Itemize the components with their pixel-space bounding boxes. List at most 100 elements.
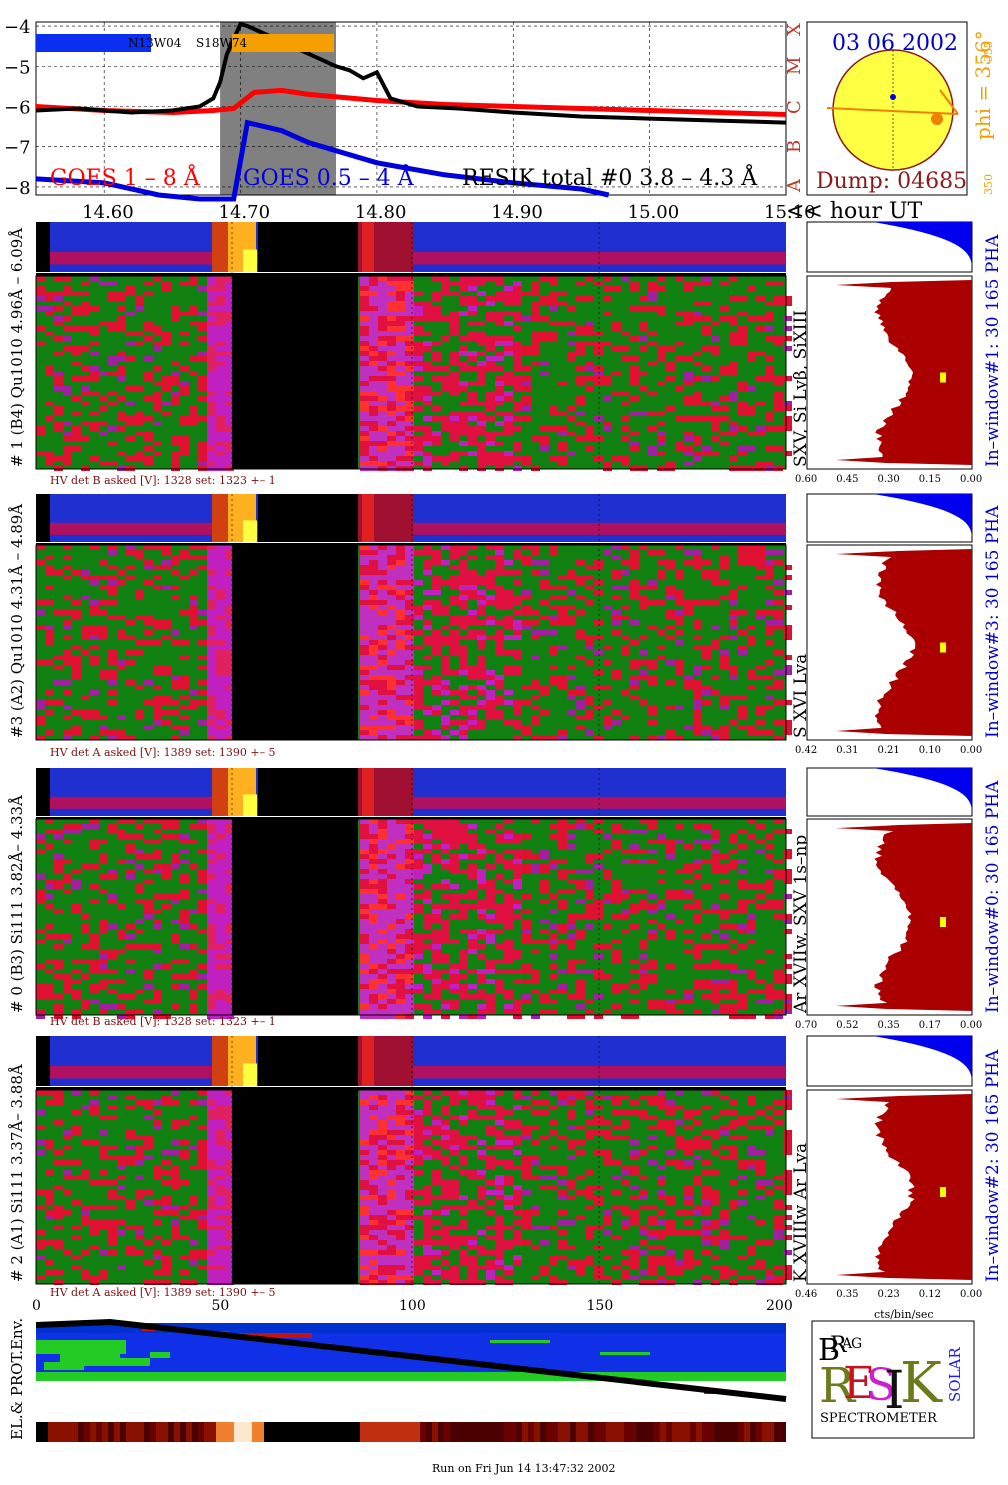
heatmap-cell [135,1145,144,1150]
heatmap-cell [153,1170,162,1175]
heatmap-cell [576,934,585,939]
heatmap-cell [657,1210,666,1215]
active-region-2-label: S18W74 [196,36,247,50]
heatmap-cell [423,331,432,336]
heatmap-cell [684,401,693,406]
heatmap-cell [360,1145,369,1150]
heatmap-cell [747,919,756,924]
heatmap-cell [495,321,504,326]
heatmap-cell [144,615,153,620]
heatmap-cell [396,281,405,286]
heatmap-cell [585,854,594,859]
heatmap-cell [558,824,567,829]
heatmap-cell [567,889,576,894]
heatmap-cell [216,944,225,949]
heatmap-cell [90,864,99,869]
heatmap-cell [45,555,54,560]
heatmap-cell [63,610,72,615]
heatmap-cell [423,834,432,839]
heatmap-cell [486,1004,495,1009]
heatmap-cell [468,685,477,690]
heatmap-cell [648,1145,657,1150]
heatmap-cell [441,386,450,391]
heatmap-cell [747,1150,756,1155]
heatmap-cell [423,316,432,321]
heatmap-cell [171,381,180,386]
heatmap-cell [765,301,774,306]
heatmap-cell [216,311,225,316]
heatmap-cell [630,685,639,690]
heatmap-cell [216,366,225,371]
heatmap-cell [171,959,180,964]
heatmap-cell [216,1125,225,1130]
heatmap-cell [531,331,540,336]
heatmap-cell [198,974,207,979]
heatmap-cell [675,1160,684,1165]
heatmap-cell [540,879,549,884]
heatmap-cell [774,610,783,615]
heatmap-cell [387,834,396,839]
heatmap-cell [207,924,216,929]
heatmap-cell [747,316,756,321]
heatmap-cell [477,1205,486,1210]
heatmap-cell [90,959,99,964]
heatmap-cell [594,854,603,859]
heatmap-cell [441,700,450,705]
heatmap-cell [468,929,477,934]
heatmap-cell [423,456,432,461]
heatmap-cell [729,1004,738,1009]
heatmap-cell [396,994,405,999]
heatmap-cell [729,909,738,914]
heatmap-cell [558,819,567,824]
heatmap-cell [207,864,216,869]
heatmap-cell [108,949,117,954]
heatmap-cell [657,286,666,291]
heatmap-cell [459,346,468,351]
heatmap-cell [639,411,648,416]
heatmap-cell [477,580,486,585]
heatmap-cell [630,366,639,371]
heatmap-cell [117,1160,126,1165]
heatmap-cell [495,715,504,720]
strip-peak-core [243,794,257,816]
heatmap-cell [486,899,495,904]
heatmap-cell [369,461,378,466]
heatmap-cell [477,1185,486,1190]
heatmap-cell [198,655,207,660]
heatmap-cell [504,665,513,670]
heatmap-cell [441,1125,450,1130]
heatmap-cell [90,575,99,580]
heatmap-cell [396,296,405,301]
heatmap-cell [720,725,729,730]
heatmap-cell [603,1009,612,1014]
active-region-1-label: N13W04 [128,36,182,50]
heatmap-cell [684,1190,693,1195]
strip-decay-hot [362,1036,374,1086]
heatmap-cell [216,1160,225,1165]
heatmap-cell [756,824,765,829]
heatmap-cell [441,849,450,854]
heatmap-cell [45,904,54,909]
heatmap-cell [378,366,387,371]
heatmap-cell [216,984,225,989]
heatmap-cell [756,730,765,735]
heatmap-cell [504,590,513,595]
heatmap-cell [756,550,765,555]
heatmap-cell [693,1205,702,1210]
heatmap-cell [432,859,441,864]
heatmap-cell [711,829,720,834]
heatmap-cell [693,700,702,705]
channel-strip [36,222,786,276]
heatmap-cell [540,580,549,585]
heatmap-cell [540,1110,549,1115]
heatmap-cell [207,874,216,879]
heatmap-cell [405,999,414,1004]
heatmap-cell [711,834,720,839]
heatmap-cell [396,441,405,446]
heatmap-cell [180,640,189,645]
heatmap-cell [369,974,378,979]
heatmap-cell [585,326,594,331]
heatmap-cell [207,560,216,565]
heatmap-cell [657,560,666,565]
heatmap-cell [486,864,495,869]
